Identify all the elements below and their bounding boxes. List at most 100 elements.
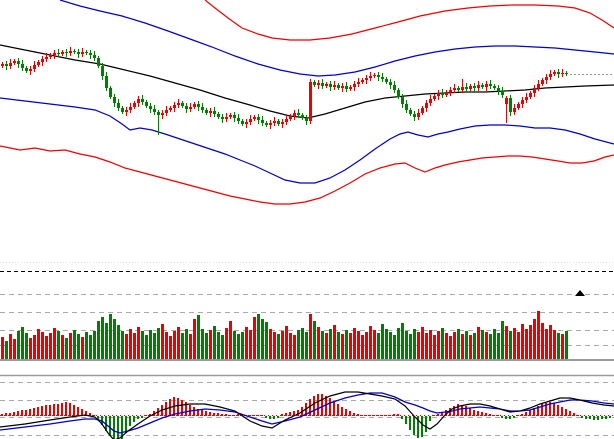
- macd-panel[interactable]: [0, 374, 614, 439]
- candle-body: [389, 82, 392, 85]
- macd-hist-bar: [413, 416, 415, 435]
- candle-body: [277, 121, 280, 124]
- macd-hist-bar: [521, 414, 523, 416]
- candle-body: [293, 113, 296, 116]
- volume-panel[interactable]: [0, 262, 614, 362]
- lower-band-blue: [0, 97, 614, 184]
- candle-body: [509, 98, 512, 112]
- volume-bar: [85, 332, 88, 359]
- volume-bar: [77, 334, 80, 359]
- macd-hist-bar: [481, 412, 483, 416]
- candle-body: [33, 65, 36, 69]
- volume-bar: [173, 331, 176, 359]
- upper-band-red: [204, 0, 614, 41]
- macd-hist-bar: [557, 405, 559, 416]
- candle-body: [529, 93, 532, 97]
- candle-body: [505, 98, 508, 104]
- volume-bar: [469, 335, 472, 359]
- volume-bar: [153, 333, 156, 359]
- candle-body: [445, 92, 448, 95]
- candle-body: [201, 107, 204, 110]
- macd-hist-bar: [545, 403, 547, 416]
- candle-body: [305, 118, 308, 121]
- macd-hist-bar: [313, 396, 315, 416]
- macd-hist-bar: [201, 410, 203, 416]
- candle-body: [197, 104, 200, 107]
- candle-body: [465, 87, 468, 89]
- candle-body: [25, 68, 28, 71]
- volume-bar: [525, 329, 528, 359]
- candle-body: [489, 84, 492, 86]
- volume-bar: [249, 330, 252, 359]
- macd-hist-bar: [389, 415, 391, 416]
- candle-body: [345, 86, 348, 89]
- candle-body: [97, 58, 100, 66]
- candle-body: [221, 117, 224, 119]
- candle-body: [209, 111, 212, 113]
- candle-body: [461, 87, 464, 90]
- candles: [1, 47, 568, 135]
- volume-bar: [493, 329, 496, 359]
- candle-body: [437, 93, 440, 96]
- candle-body: [165, 110, 168, 113]
- macd-hist-bar: [469, 408, 471, 416]
- candle-body: [49, 55, 52, 57]
- macd-hist-bar: [25, 410, 27, 416]
- volume-bar: [549, 325, 552, 359]
- volume-bar: [81, 337, 84, 359]
- candle-body: [1, 64, 4, 66]
- candle-body: [549, 74, 552, 77]
- volume-bar: [117, 325, 120, 359]
- candle-body: [365, 78, 368, 80]
- candle-body: [229, 115, 232, 117]
- candle-body: [89, 53, 92, 55]
- macd-hist-bar: [581, 416, 583, 418]
- candle-body: [413, 114, 416, 117]
- candle-body: [57, 53, 60, 54]
- candle-body: [113, 97, 116, 103]
- macd-hist-bar: [37, 407, 39, 416]
- candle-body: [337, 85, 340, 88]
- volume-bar: [429, 330, 432, 359]
- candle-body: [145, 102, 148, 106]
- candle-body: [93, 55, 96, 58]
- candle-body: [517, 104, 520, 108]
- candle-body: [425, 103, 428, 108]
- volume-bar: [193, 319, 196, 359]
- macd-hist-bar: [45, 405, 47, 416]
- macd-hist-bar: [61, 403, 63, 416]
- volume-bar: [545, 329, 548, 359]
- volume-bar: [441, 328, 444, 359]
- macd-hist-bar: [497, 415, 499, 416]
- volume-bar: [157, 328, 160, 359]
- candle-body: [133, 103, 136, 107]
- macd-hist-bar: [13, 412, 15, 416]
- volume-bar: [473, 333, 476, 359]
- candle-body: [117, 103, 120, 108]
- macd-hist-bar: [589, 416, 591, 419]
- volume-bar: [329, 329, 332, 359]
- volume-bar: [281, 331, 284, 359]
- price-panel[interactable]: [0, 0, 614, 205]
- volume-bar: [389, 332, 392, 359]
- volume-bar: [201, 329, 204, 359]
- macd-hist-bar: [9, 413, 11, 416]
- volume-bar: [269, 329, 272, 359]
- volume-bar: [185, 329, 188, 359]
- candle-body: [341, 86, 344, 88]
- macd-hist-bar: [77, 407, 79, 416]
- volume-bar: [221, 335, 224, 359]
- candle-body: [385, 79, 388, 82]
- volume-bar: [397, 328, 400, 359]
- candle-body: [177, 103, 180, 105]
- macd-hist-bar: [317, 394, 319, 416]
- volume-bar: [489, 334, 492, 359]
- candle-body: [37, 62, 40, 65]
- macd-hist-bar: [513, 416, 515, 418]
- candle-body: [273, 121, 276, 123]
- volume-bar: [453, 332, 456, 359]
- candle-body: [513, 108, 516, 112]
- volume-bar: [129, 329, 132, 359]
- candle-body: [321, 83, 324, 86]
